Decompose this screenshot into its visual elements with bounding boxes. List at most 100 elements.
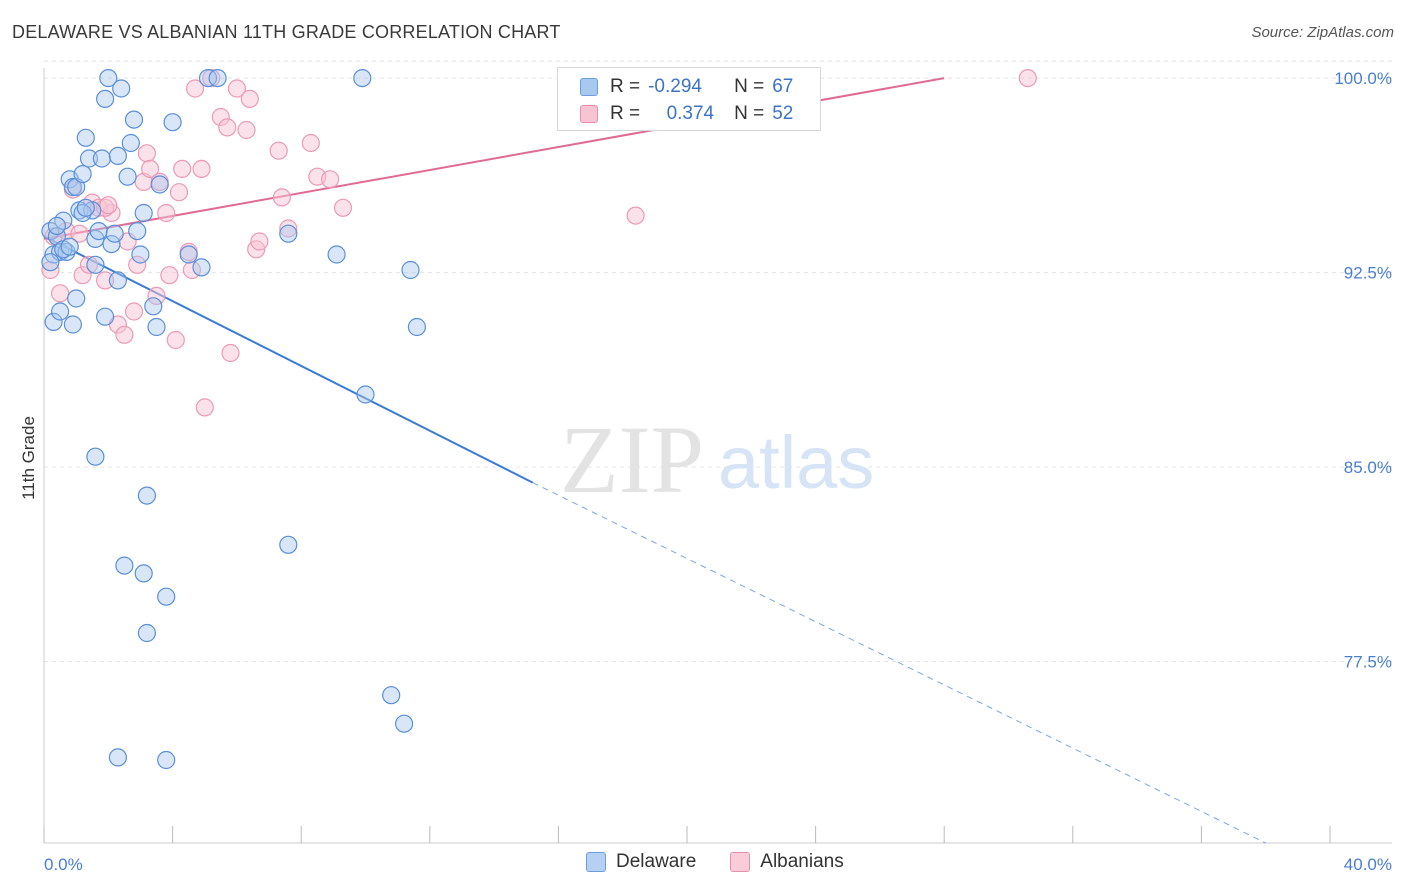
point-delaware xyxy=(147,317,166,337)
point-delaware xyxy=(95,307,115,326)
watermark-zip: ZIP xyxy=(560,406,704,513)
point-delaware xyxy=(157,750,176,770)
point-delaware xyxy=(327,245,346,264)
point-albanians xyxy=(50,284,70,303)
point-delaware xyxy=(79,149,99,168)
chart-title: DELAWARE VS ALBANIAN 11TH GRADE CORRELAT… xyxy=(12,22,561,42)
legend-label-albanians: Albanians xyxy=(760,851,844,872)
point-delaware xyxy=(115,556,134,575)
point-albanians xyxy=(240,89,259,109)
point-delaware xyxy=(57,242,76,261)
point-delaware xyxy=(50,302,70,321)
legend-row-albanians: R = 0.374 N = 52 xyxy=(580,102,793,126)
point-albanians xyxy=(227,79,246,98)
point-albanians xyxy=(626,206,645,225)
point-albanians xyxy=(333,198,353,217)
point-delaware xyxy=(99,68,118,88)
data-points xyxy=(41,68,1037,770)
point-delaware xyxy=(353,68,372,88)
point-albanians xyxy=(41,260,60,280)
point-delaware xyxy=(76,198,95,217)
legend-swatch-albanians xyxy=(730,852,751,872)
legend-n-value: 52 xyxy=(772,103,794,124)
point-albanians xyxy=(221,343,240,363)
point-delaware xyxy=(137,623,156,643)
legend-item-delaware[interactable]: Delaware xyxy=(586,851,696,873)
legend-swatch-delaware xyxy=(580,78,598,96)
legend-label-delaware: Delaware xyxy=(616,851,697,872)
point-delaware xyxy=(73,203,92,223)
point-albanians xyxy=(166,330,185,350)
point-albanians xyxy=(157,203,176,223)
y-tick-label: 92.5% xyxy=(1344,264,1392,283)
y-axis-title: 11th Grade xyxy=(19,416,38,500)
point-delaware xyxy=(124,110,144,129)
gridlines xyxy=(44,60,1392,663)
legend-r-value: 0.374 xyxy=(666,103,715,124)
point-delaware xyxy=(63,315,83,334)
y-tick-label: 77.5% xyxy=(1344,653,1392,672)
point-delaware xyxy=(198,68,218,88)
legend-n-value: 67 xyxy=(772,76,794,97)
point-albanians xyxy=(128,255,147,274)
point-delaware xyxy=(89,222,108,241)
legend-n-label: N = xyxy=(734,76,765,97)
point-albanians xyxy=(272,188,291,207)
point-delaware xyxy=(102,235,121,254)
point-albanians xyxy=(301,133,320,153)
point-delaware xyxy=(118,167,137,186)
point-albanians xyxy=(186,79,205,98)
point-delaware xyxy=(41,253,60,272)
point-delaware xyxy=(179,245,198,264)
point-delaware xyxy=(356,385,375,404)
point-delaware xyxy=(401,260,420,280)
point-albanians xyxy=(192,159,211,178)
point-delaware xyxy=(67,289,86,308)
point-albanians xyxy=(160,266,179,285)
point-albanians xyxy=(279,219,298,238)
legend-swatch-delaware xyxy=(586,852,606,872)
legend-item-albanians[interactable]: Albanians xyxy=(730,851,844,873)
point-albanians xyxy=(218,118,237,137)
point-delaware xyxy=(407,317,426,337)
point-albanians xyxy=(99,196,118,215)
point-albanians xyxy=(124,302,144,321)
point-albanians xyxy=(115,325,134,344)
point-delaware xyxy=(134,564,153,583)
point-delaware xyxy=(92,149,112,168)
point-albanians xyxy=(237,120,256,140)
point-delaware xyxy=(192,258,211,277)
point-delaware xyxy=(95,89,115,109)
point-albanians xyxy=(269,141,288,160)
point-albanians xyxy=(1018,68,1037,88)
point-albanians xyxy=(70,224,89,243)
legend-r-value: -0.294 xyxy=(648,76,702,97)
point-delaware xyxy=(131,245,150,264)
point-delaware xyxy=(137,486,156,505)
point-delaware xyxy=(382,686,401,705)
y-tick-label: 100.0% xyxy=(1334,69,1392,88)
point-delaware xyxy=(112,79,131,98)
point-delaware xyxy=(128,222,147,241)
point-delaware xyxy=(134,203,153,223)
point-delaware xyxy=(105,224,124,243)
point-albanians xyxy=(321,170,340,189)
point-delaware xyxy=(150,175,169,194)
point-albanians xyxy=(79,255,99,274)
point-delaware xyxy=(157,587,176,606)
point-delaware xyxy=(163,113,182,132)
point-albanians xyxy=(169,183,189,202)
point-albanians xyxy=(147,286,166,305)
point-delaware xyxy=(47,216,67,235)
x-tick-label: 40.0% xyxy=(1344,855,1392,874)
watermark-atlas: atlas xyxy=(718,421,874,504)
point-delaware xyxy=(108,748,128,767)
point-albanians xyxy=(137,144,156,163)
point-delaware xyxy=(144,297,163,316)
legend-n-label: N = xyxy=(734,103,765,124)
point-delaware xyxy=(208,68,227,88)
point-delaware xyxy=(108,271,128,290)
point-delaware xyxy=(108,146,128,165)
point-delaware xyxy=(86,447,105,466)
